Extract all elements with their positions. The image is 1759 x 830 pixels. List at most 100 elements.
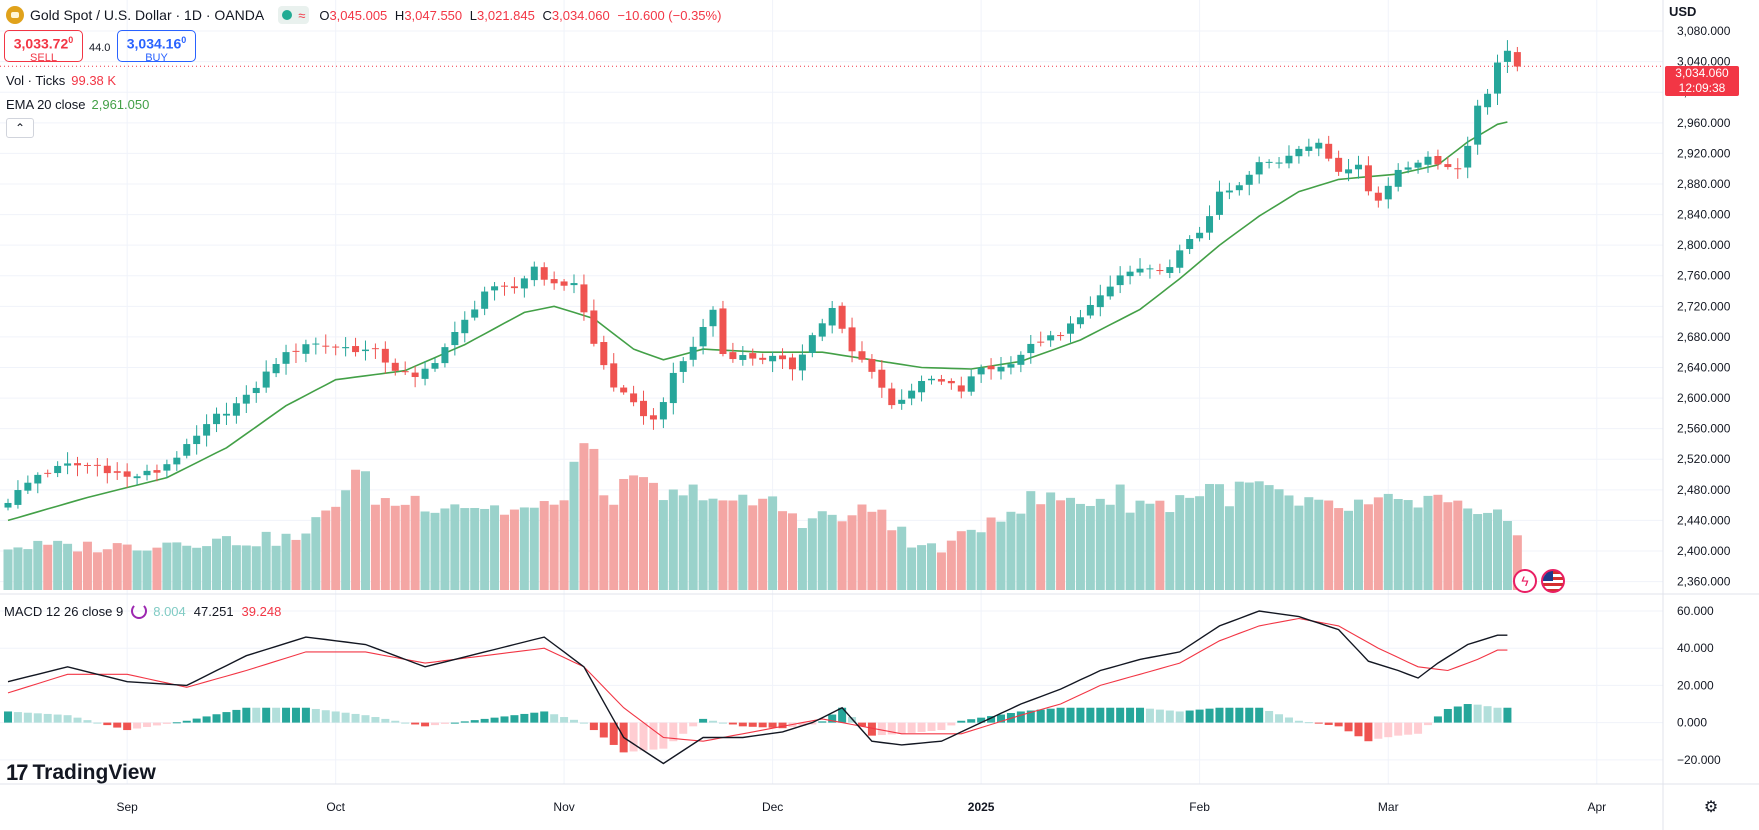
axis-layer: 3,080.0003,040.0003,000.0002,960.0002,92… xyxy=(116,24,1730,814)
price-tick-label: 2,800.000 xyxy=(1677,238,1731,252)
symbol-title[interactable]: Gold Spot / U.S. Dollar · 1D · OANDA xyxy=(30,7,265,23)
candle xyxy=(997,357,1005,380)
gear-icon[interactable]: ⚙ xyxy=(1703,799,1719,816)
time-tick-label: Oct xyxy=(326,800,345,814)
candle-body xyxy=(222,413,230,416)
candle xyxy=(1404,161,1412,174)
volume-bar xyxy=(390,505,400,590)
candle-body xyxy=(24,482,32,491)
volume-bar xyxy=(281,533,291,590)
macd-histogram-bar xyxy=(113,722,122,728)
candle xyxy=(520,275,528,298)
candle xyxy=(193,425,201,455)
ema-legend[interactable]: EMA 20 close 2,961.050 xyxy=(6,97,150,112)
candle xyxy=(203,414,211,447)
candle xyxy=(213,407,221,433)
macd-histogram-bar xyxy=(967,719,976,723)
volume-bar xyxy=(1195,496,1205,590)
tradingview-logo-text: TradingView xyxy=(32,761,156,784)
candle xyxy=(1096,284,1104,317)
macd-histogram-bar xyxy=(1304,722,1313,724)
candle xyxy=(461,311,469,343)
tradingview-logo[interactable]: 17 TradingView xyxy=(6,760,156,786)
macd-legend[interactable]: MACD 12 26 close 9 8.004 47.251 39.248 xyxy=(4,603,282,619)
candle-body xyxy=(173,457,181,465)
volume-bar xyxy=(1383,493,1393,590)
price-tick-label: 3,080.000 xyxy=(1677,24,1731,38)
market-status-pill[interactable]: ≈ xyxy=(278,6,310,24)
candle-body xyxy=(153,470,161,473)
volume-bar xyxy=(748,505,758,590)
macd-histogram-bar xyxy=(1423,722,1432,726)
collapse-legend-button[interactable]: ⌃ xyxy=(6,118,34,138)
macd-histogram-bar xyxy=(341,712,350,723)
volume-bar xyxy=(1373,497,1383,590)
macd-histogram-bar xyxy=(1185,710,1194,723)
candle-body xyxy=(491,286,499,291)
candle-body xyxy=(1096,295,1104,308)
macd-histogram-bar xyxy=(212,714,221,723)
candle-body xyxy=(987,365,995,370)
candle-body xyxy=(1345,169,1353,174)
volume-bar xyxy=(410,495,420,590)
macd-histogram-bar xyxy=(887,722,896,735)
macd-histogram-bar xyxy=(1096,707,1105,723)
volume-bar xyxy=(73,551,83,590)
candle-body xyxy=(44,472,52,474)
market-open-dot-icon xyxy=(282,10,293,20)
volume-bar xyxy=(1105,504,1115,590)
candle-body xyxy=(1305,146,1313,151)
volume-bar xyxy=(1244,482,1254,590)
volume-bar xyxy=(1304,497,1314,590)
macd-histogram-bar xyxy=(1384,722,1393,738)
macd-histogram-bar xyxy=(589,722,598,731)
candle-body xyxy=(699,326,707,347)
price-tick-label: 2,760.000 xyxy=(1677,269,1731,283)
macd-histogram-bar xyxy=(93,722,102,724)
volume-bar xyxy=(1125,512,1135,590)
volume-bar xyxy=(480,508,490,590)
candle-body xyxy=(381,348,389,363)
volume-bar xyxy=(877,509,887,590)
candle-body xyxy=(143,470,151,476)
candle xyxy=(649,408,657,430)
volume-bar xyxy=(509,509,519,590)
macd-tick-label: 60.000 xyxy=(1677,604,1714,618)
macd-tick-label: 20.000 xyxy=(1677,678,1714,692)
candle xyxy=(1196,226,1204,242)
candle xyxy=(1285,145,1293,169)
candle-body xyxy=(113,471,121,473)
buy-button[interactable]: 3,034.160 BUY xyxy=(117,30,196,64)
macd-histogram-bar xyxy=(877,722,886,736)
candle xyxy=(44,469,52,478)
candle xyxy=(848,317,856,363)
symbol-header[interactable]: Gold Spot / U.S. Dollar · 1D · OANDA ≈ O… xyxy=(6,4,721,26)
candle xyxy=(977,364,985,383)
candle xyxy=(252,381,260,403)
volume-bar xyxy=(1453,500,1463,590)
volume-bar xyxy=(619,478,629,590)
candle-body xyxy=(1086,304,1094,316)
last-price-tag: 3,034.060 12:09:38 xyxy=(1665,66,1739,96)
candle xyxy=(1106,275,1114,300)
volume-bar xyxy=(807,518,817,590)
currency-selector[interactable]: USD xyxy=(1669,4,1697,19)
time-tick-label: Feb xyxy=(1189,800,1210,814)
macd-histogram-bar xyxy=(1215,707,1224,723)
volume-bar xyxy=(311,517,321,590)
candle-body xyxy=(203,424,211,436)
volume-bar xyxy=(1344,510,1354,590)
volume-legend[interactable]: Vol · Ticks 99.38 K xyxy=(6,73,117,88)
sell-button[interactable]: 3,033.720 SELL xyxy=(4,30,83,64)
volume-bar xyxy=(907,547,917,590)
volume-bar xyxy=(668,489,678,590)
candle xyxy=(153,464,161,482)
macd-histogram-bar xyxy=(1145,708,1154,723)
macd-histogram-bar xyxy=(1354,722,1363,737)
price-tick-label: 2,360.000 xyxy=(1677,575,1731,589)
volume-bar xyxy=(1433,494,1443,590)
us-flag-icon[interactable] xyxy=(1541,569,1565,593)
lightning-icon[interactable]: ϟ xyxy=(1513,569,1537,593)
candle-body xyxy=(1126,271,1134,277)
